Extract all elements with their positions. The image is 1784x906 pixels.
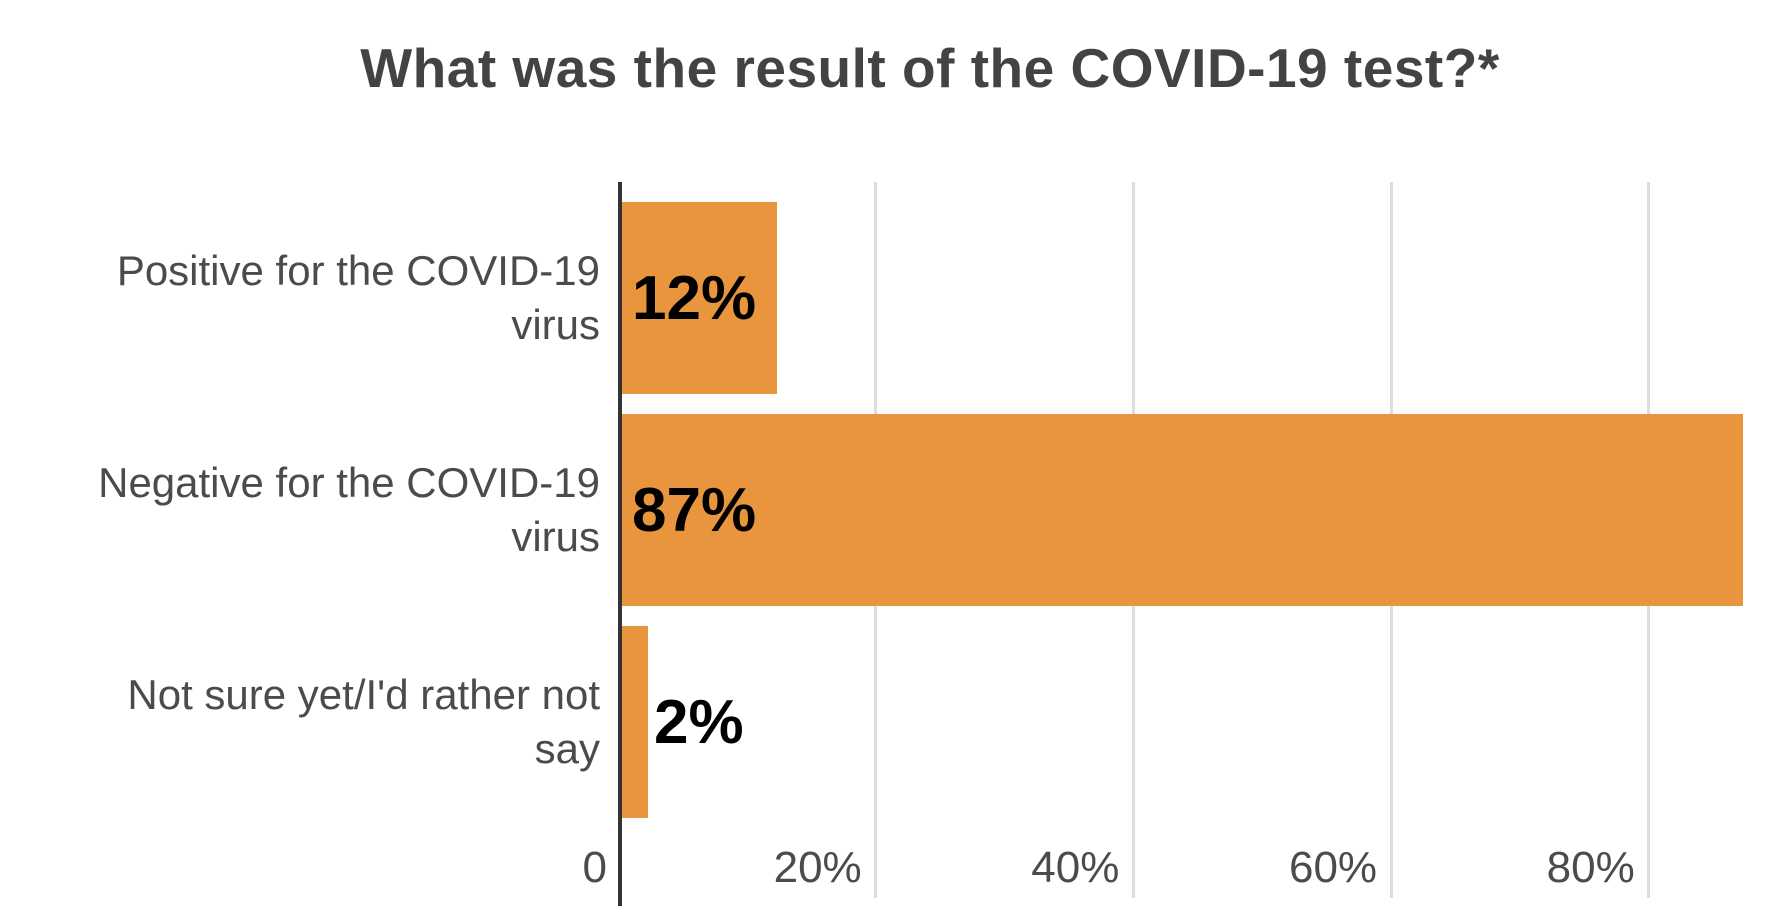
category-label-line: virus xyxy=(511,301,600,348)
x-tick-60: 60% xyxy=(1288,843,1378,892)
bar-value-label-3: 2% xyxy=(654,687,744,757)
x-tick-0: 0 xyxy=(582,843,607,892)
bar-value-label-1: 12% xyxy=(632,263,757,333)
category-label-line: Negative for the COVID-19 xyxy=(98,459,600,506)
bar-1 xyxy=(622,202,777,394)
category-label-line: Positive for the COVID-19 xyxy=(116,247,600,294)
bar-3 xyxy=(622,626,648,818)
y-axis-baseline xyxy=(618,182,622,906)
category-label-line: virus xyxy=(511,513,600,560)
category-label-3: Not sure yet/I'd rather not say xyxy=(127,626,600,818)
bar-value-label-2: 87% xyxy=(632,475,757,545)
category-label-2: Negative for the COVID-19 virus xyxy=(98,414,600,606)
chart-title: What was the result of the COVID-19 test… xyxy=(360,37,1500,99)
category-label-1: Positive for the COVID-19 virus xyxy=(117,202,600,394)
x-tick-20: 20% xyxy=(773,843,862,892)
category-label-line: say xyxy=(534,725,600,772)
category-label-line: Not sure yet/I'd rather not xyxy=(127,671,600,718)
x-tick-40: 40% xyxy=(1031,843,1120,892)
x-tick-80: 80% xyxy=(1546,843,1635,892)
bar-2 xyxy=(622,414,1743,606)
